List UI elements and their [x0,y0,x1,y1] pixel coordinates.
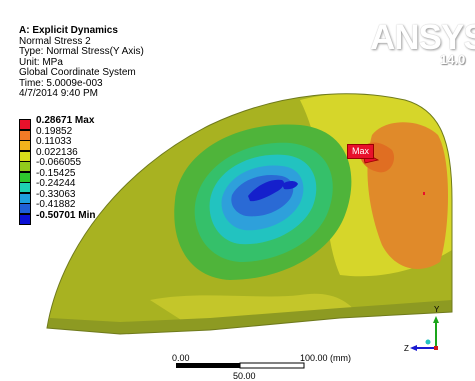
coordinate-triad[interactable] [398,310,448,360]
legend-swatch [19,213,31,225]
result-name: Normal Stress 2 [19,35,91,47]
legend-swatch [19,182,31,193]
legend-swatch [19,161,31,172]
result-time: Time: 5.0009e-003 [19,77,103,89]
legend-value-label: -0.066055 [36,157,82,168]
legend-swatch [19,203,31,214]
ansys-logo: ANSYS [370,18,475,57]
triad-z-label: Z [404,344,409,353]
triad-y-label: Y [434,305,440,314]
analysis-title: A: Explicit Dynamics [19,25,118,36]
legend-swatch [19,119,31,130]
scale-bar [176,362,305,369]
version-label: 14.0 [440,52,466,67]
coordinate-system: Global Coordinate System [19,67,136,78]
legend-swatch [19,171,31,183]
scale-middle-label: 50.00 [233,371,256,381]
legend-swatch [19,140,31,151]
legend-value-label: -0.41882 [36,199,76,210]
legend-value-label: 0.19852 [36,125,73,137]
scale-right-label: 100.00 (mm) [300,353,352,363]
result-unit: Unit: MPa [19,56,63,68]
legend-value-label: -0.24244 [36,178,76,189]
red-marker [423,192,425,195]
result-timestamp: 4/7/2014 9:40 PM [19,88,98,99]
legend-value-label: 0.11033 [36,136,72,147]
max-probe-label[interactable]: Max [347,144,375,159]
legend-value-label: -0.15425 [36,167,76,179]
model-outline [46,93,453,335]
result-type: Type: Normal Stress(Y Axis) [19,46,144,57]
legend-value-label: 0.022136 [36,146,78,158]
legend-min-label: -0.50701 Min [36,209,96,221]
scale-left-label: 0.00 [172,353,190,363]
legend-max-label: 0.28671 Max [36,115,95,126]
contour-band-min-2 [282,181,298,190]
legend-swatch [19,192,31,204]
legend-swatch [19,150,31,162]
model-bottom-rim [47,300,452,334]
legend-swatch [19,129,31,141]
legend-value-label: -0.33063 [36,188,76,200]
result-info-panel: A: Explicit Dynamics Normal Stress 2 Typ… [19,25,144,100]
contour-band-min [248,179,284,202]
